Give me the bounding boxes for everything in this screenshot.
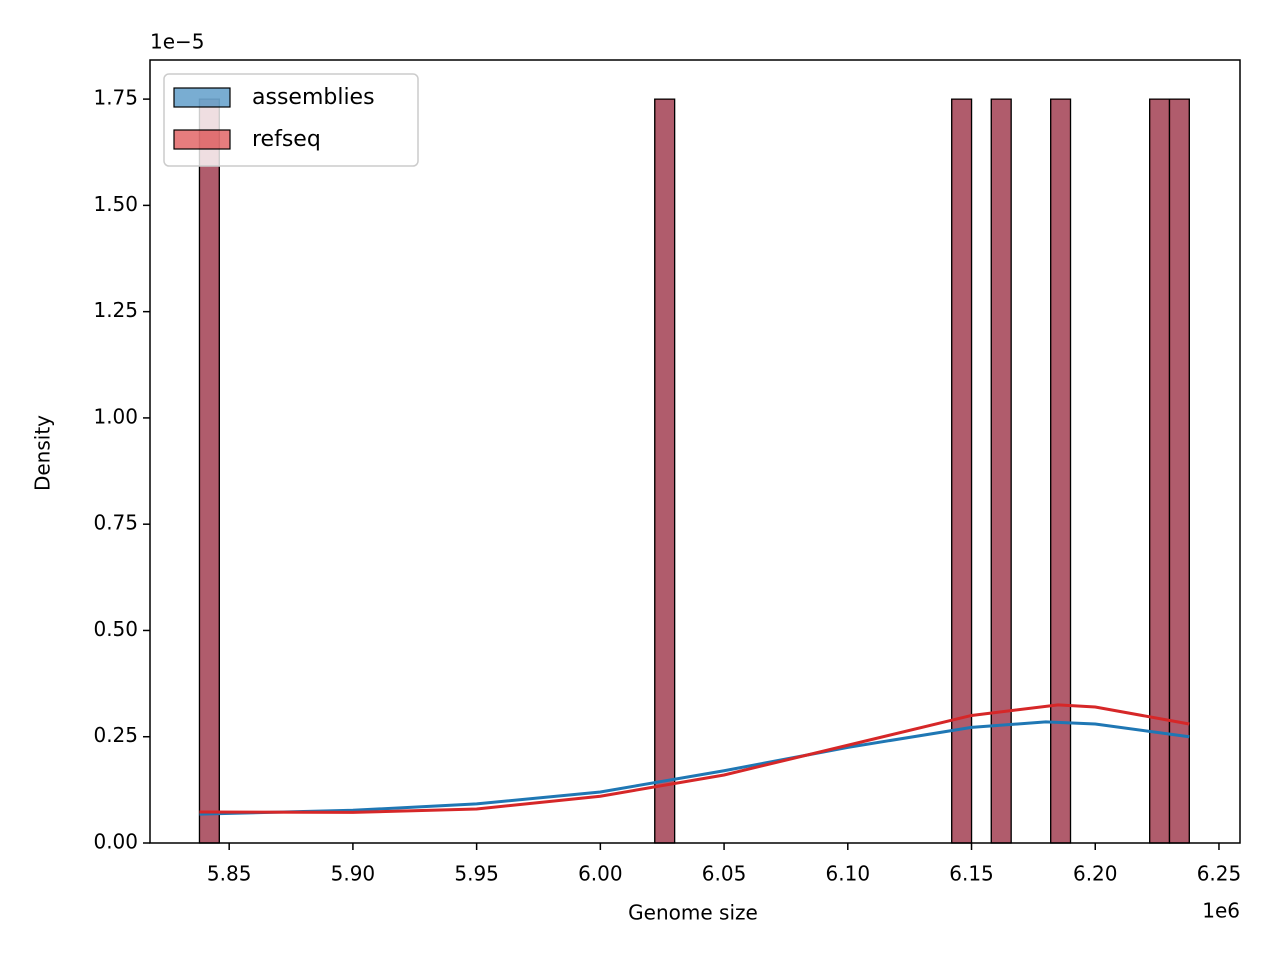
x-tick-label: 5.95: [454, 862, 499, 886]
histogram-bar: [1050, 98, 1072, 844]
y-tick-label: 0.75: [93, 511, 138, 535]
y-axis-label: Density: [31, 415, 55, 491]
x-tick-label: 5.90: [331, 862, 376, 886]
y-offset-label: 1e−5: [150, 30, 205, 54]
legend-swatch: [173, 87, 231, 108]
x-tick-label: 6.15: [949, 862, 994, 886]
kde-line: [199, 703, 1190, 814]
x-tick-label: 6.25: [1197, 862, 1242, 886]
x-tick-label: 6.10: [826, 862, 871, 886]
y-tick-label: 1.25: [93, 298, 138, 322]
x-tick-label: 6.00: [578, 862, 623, 886]
histogram-bar: [1168, 98, 1190, 844]
histogram-bar: [654, 98, 676, 844]
x-tick-label: 5.85: [207, 862, 252, 886]
y-tick-label: 1.00: [93, 404, 138, 428]
legend-swatch: [173, 129, 231, 150]
y-tick-label: 0.50: [93, 617, 138, 641]
y-tick-label: 1.50: [93, 192, 138, 216]
x-offset-label: 1e6: [1202, 899, 1240, 923]
legend-label: refseq: [252, 127, 321, 152]
x-tick-label: 6.05: [702, 862, 747, 886]
y-tick-label: 0.25: [93, 723, 138, 747]
x-axis-label: Genome size: [628, 901, 758, 925]
x-tick-label: 6.20: [1073, 862, 1118, 886]
plot-frame: [149, 59, 1241, 844]
histogram-bar: [990, 98, 1012, 844]
y-tick-label: 1.75: [93, 86, 138, 110]
legend-label: assemblies: [252, 85, 375, 110]
histogram-bar: [198, 98, 220, 844]
y-tick-label: 0.00: [93, 830, 138, 854]
